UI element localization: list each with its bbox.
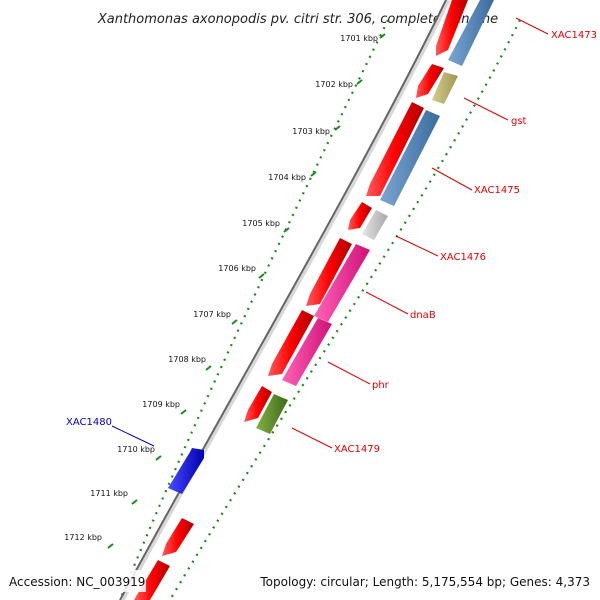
leader-line [327, 361, 371, 385]
gene-track-reverse [256, 0, 494, 434]
gene-label[interactable]: XAC1476 [440, 252, 486, 263]
footer-summary-bg [256, 570, 596, 592]
ruler-label: 1709 kbp [142, 400, 180, 409]
leader-line [111, 425, 155, 447]
gene-feature[interactable] [366, 102, 424, 196]
ruler-tick [310, 171, 317, 177]
map-title: Xanthomonas axonopodis pv. citri str. 30… [97, 12, 498, 27]
ruler-label: 1702 kbp [315, 80, 353, 89]
gene-label[interactable]: phr [372, 380, 390, 391]
ruler-tick [283, 227, 290, 233]
gene-feature[interactable] [256, 394, 288, 434]
genome-backbone-edge [119, 0, 447, 600]
ruler-label: 1708 kbp [168, 355, 206, 364]
ruler-tick [155, 455, 162, 461]
ruler-label: 1712 kbp [64, 533, 102, 542]
gene-feature-xac1480[interactable] [168, 448, 204, 494]
ruler-tick [356, 79, 363, 85]
leader-line [431, 167, 473, 191]
gene-label[interactable]: dnaB [410, 310, 436, 321]
gene-feature[interactable] [432, 72, 458, 104]
leader-line [395, 235, 439, 257]
ruler-tick [231, 319, 238, 325]
ruler-labels: 1701 kbp 1702 kbp 1703 kbp 1704 kbp 1705… [64, 34, 378, 542]
ruler-label: 1704 kbp [268, 173, 306, 182]
gene-labels: XAC1473 gst XAC1475 XAC1476 dnaB phr XAC… [66, 30, 597, 455]
leader-line [291, 427, 333, 449]
ruler-tick [180, 409, 187, 415]
ruler-label: 1707 kbp [193, 310, 231, 319]
footer-accession-bg [6, 570, 146, 592]
gene-label[interactable]: XAC1480 [66, 417, 112, 428]
gene-feature[interactable] [282, 318, 332, 386]
leader-line [515, 17, 549, 35]
ruler-label: 1710 kbp [117, 445, 155, 454]
gene-feature[interactable] [306, 238, 352, 306]
gene-feature[interactable] [362, 210, 388, 240]
gene-feature[interactable] [416, 64, 444, 98]
ruler-track [118, 19, 389, 600]
ruler-label: 1705 kbp [242, 219, 280, 228]
gene-feature[interactable] [314, 244, 370, 322]
ruler-label: 1701 kbp [340, 34, 378, 43]
gene-feature[interactable] [380, 110, 440, 206]
gene-feature[interactable] [162, 518, 194, 556]
ruler-label: 1703 kbp [292, 127, 330, 136]
gene-feature[interactable] [268, 310, 314, 376]
leader-lines [111, 17, 549, 449]
ruler-tick [379, 33, 386, 39]
gene-feature[interactable] [348, 202, 372, 230]
gene-label[interactable]: gst [511, 116, 527, 127]
ruler-tick [258, 273, 265, 279]
gene-label[interactable]: XAC1479 [334, 444, 380, 455]
summary-text: Topology: circular; Length: 5,175,554 bp… [259, 575, 590, 589]
ruler-ticks [107, 33, 386, 549]
ruler-tick [107, 543, 114, 549]
ruler-label: 1706 kbp [218, 264, 256, 273]
gene-label[interactable]: XAC1473 [551, 30, 597, 41]
ruler-tick [205, 365, 212, 371]
ruler-tick [131, 499, 138, 505]
gene-feature[interactable] [448, 0, 494, 66]
ruler-tick [334, 125, 341, 131]
gene-label[interactable]: XAC1475 [474, 185, 520, 196]
leader-line [365, 291, 409, 315]
gene-feature[interactable] [436, 0, 468, 56]
genome-backbone [119, 0, 451, 600]
gene-feature[interactable] [244, 386, 272, 422]
leader-line [463, 97, 509, 121]
accession-text: Accession: NC_003919 [9, 575, 145, 589]
gene-track-forward [134, 0, 468, 600]
ruler-label: 1711 kbp [90, 489, 128, 498]
